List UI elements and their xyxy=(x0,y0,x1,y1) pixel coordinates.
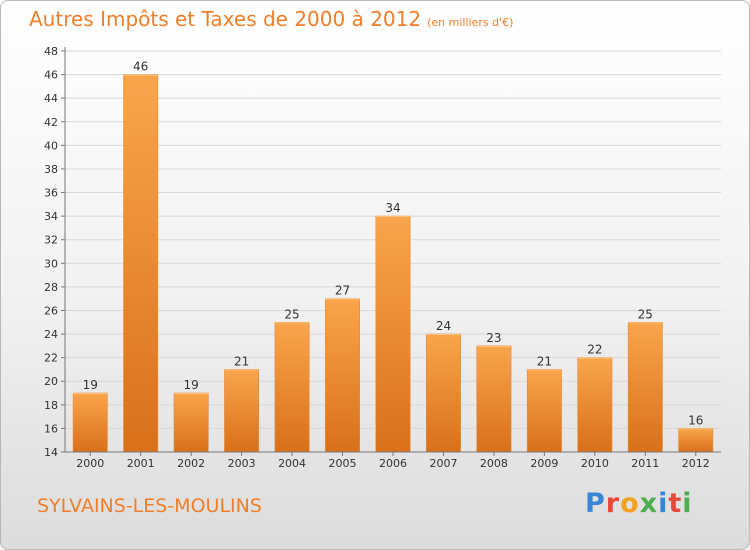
y-tick-label: 34 xyxy=(44,210,58,223)
y-tick-label: 46 xyxy=(44,69,58,82)
x-tick-label-2005: 2005 xyxy=(329,457,357,470)
logo-letter: r xyxy=(605,488,621,519)
x-axis-ticks: 2000 2001 2002 2003 2004 2005 2006 2007 2008 2009… xyxy=(76,452,710,470)
logo-letter: o xyxy=(620,488,640,519)
bar-2000 xyxy=(72,392,108,453)
bar-2004 xyxy=(274,321,310,453)
logo-letter: i xyxy=(682,488,693,519)
chart-title: Autres Impôts et Taxes de 2000 à 2012 (en… xyxy=(29,7,513,31)
bar-2009 xyxy=(526,369,562,453)
x-tick-label-2010: 2010 xyxy=(581,457,609,470)
bar-2002 xyxy=(173,392,209,453)
x-tick-label-2011: 2011 xyxy=(631,457,659,470)
proxiti-logo: Proxiti xyxy=(585,488,693,519)
value-label-2001: 46 xyxy=(133,60,148,74)
x-tick-label-2006: 2006 xyxy=(379,457,407,470)
bar-2010 xyxy=(577,357,613,453)
x-tick-label-2004: 2004 xyxy=(278,457,306,470)
bar-2006 xyxy=(375,215,411,453)
y-tick-label: 20 xyxy=(44,375,58,388)
bar-2001 xyxy=(123,74,159,453)
value-label-2004: 25 xyxy=(284,307,299,321)
logo-letter: t xyxy=(668,488,683,519)
value-label-2012: 16 xyxy=(688,413,703,427)
x-tick-label-2012: 2012 xyxy=(682,457,710,470)
logo-letter: i xyxy=(658,488,669,519)
value-label-2009: 21 xyxy=(537,354,552,368)
chart-unit: (en milliers d'€) xyxy=(427,16,514,29)
x-tick-label-2007: 2007 xyxy=(429,457,457,470)
y-tick-label: 26 xyxy=(44,304,58,317)
value-labels: 19 46 19 21 25 27 34 24 23 21 22 25 16 xyxy=(83,60,704,428)
value-label-2010: 22 xyxy=(587,343,602,357)
bar-2003 xyxy=(224,369,260,453)
bar-2008 xyxy=(476,345,512,453)
value-label-2000: 19 xyxy=(83,378,98,392)
x-tick-label-2002: 2002 xyxy=(177,457,205,470)
y-tick-label: 22 xyxy=(44,352,58,365)
x-tick-label-2001: 2001 xyxy=(127,457,155,470)
y-tick-label: 16 xyxy=(44,422,58,435)
bars xyxy=(72,74,714,453)
bar-2005 xyxy=(325,298,360,453)
logo-letter: x xyxy=(639,488,659,519)
bar-2012 xyxy=(678,428,714,453)
y-tick-label: 38 xyxy=(44,163,58,176)
y-tick-label: 30 xyxy=(44,257,58,270)
y-axis-ticks: 14 16 18 20 22 24 26 28 30 32 34 36 38 40 42 44 46 48 xyxy=(44,45,65,459)
value-label-2007: 24 xyxy=(436,319,451,333)
y-tick-label: 36 xyxy=(44,187,58,200)
value-label-2011: 25 xyxy=(638,307,653,321)
value-label-2006: 34 xyxy=(385,201,400,215)
value-label-2008: 23 xyxy=(486,331,501,345)
y-tick-label: 28 xyxy=(44,281,58,294)
x-tick-label-2009: 2009 xyxy=(530,457,558,470)
value-label-2005: 27 xyxy=(335,284,350,298)
value-label-2002: 19 xyxy=(184,378,199,392)
y-tick-label: 24 xyxy=(44,328,58,341)
y-tick-label: 44 xyxy=(44,92,58,105)
y-tick-label: 42 xyxy=(44,116,58,129)
chart-title-text: Autres Impôts et Taxes de 2000 à 2012 xyxy=(29,7,422,31)
logo-letter: P xyxy=(585,488,606,519)
y-tick-label: 14 xyxy=(44,446,58,459)
y-tick-label: 40 xyxy=(44,139,58,152)
x-tick-label-2000: 2000 xyxy=(76,457,104,470)
y-tick-label: 32 xyxy=(44,234,58,247)
place-name: SYLVAINS-LES-MOULINS xyxy=(37,495,262,517)
y-tick-label: 48 xyxy=(44,45,58,58)
bar-2007 xyxy=(426,333,461,453)
x-tick-label-2003: 2003 xyxy=(228,457,256,470)
x-tick-label-2008: 2008 xyxy=(480,457,508,470)
value-label-2003: 21 xyxy=(234,354,249,368)
bar-2011 xyxy=(627,321,663,453)
y-tick-label: 18 xyxy=(44,399,58,412)
